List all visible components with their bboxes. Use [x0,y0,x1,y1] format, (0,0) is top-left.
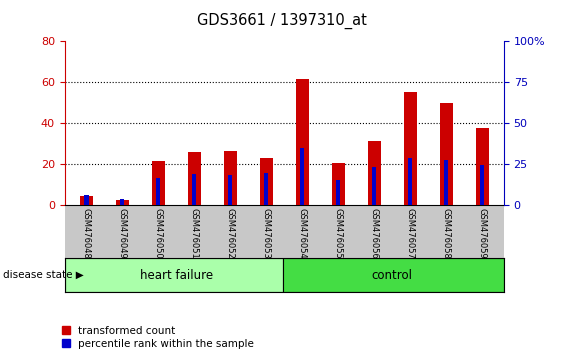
Bar [192,175,196,205]
Bar [188,152,200,205]
Text: GSM476048: GSM476048 [82,208,91,259]
Text: GSM476055: GSM476055 [334,208,343,259]
Bar [440,103,453,205]
Bar [152,161,164,205]
Bar [296,79,309,205]
Bar [283,258,504,292]
Bar [336,179,341,205]
Text: GDS3661 / 1397310_at: GDS3661 / 1397310_at [196,12,367,29]
Text: GSM476054: GSM476054 [298,208,307,259]
Bar [332,163,345,205]
Text: GSM476058: GSM476058 [442,208,451,259]
Text: GSM476049: GSM476049 [118,208,127,259]
Bar [476,128,489,205]
Bar [80,196,93,205]
Text: GSM476050: GSM476050 [154,208,163,259]
Text: heart failure: heart failure [140,269,213,282]
Bar [444,160,449,205]
Bar [260,158,272,205]
Bar [480,165,484,205]
Text: GSM476052: GSM476052 [226,208,235,259]
Bar [65,258,283,292]
Bar [264,173,269,205]
Text: GSM476056: GSM476056 [370,208,379,259]
Bar [368,141,381,205]
Bar [120,199,124,205]
Bar [408,158,413,205]
Bar [300,148,305,205]
Bar [372,167,377,205]
Text: GSM476057: GSM476057 [406,208,415,259]
Bar [404,92,417,205]
Bar [84,195,88,205]
Text: GSM476059: GSM476059 [478,208,487,259]
Bar [116,200,128,205]
Bar [156,178,160,205]
Text: GSM476053: GSM476053 [262,208,271,259]
Bar [228,176,233,205]
Bar [224,151,236,205]
Text: GSM476051: GSM476051 [190,208,199,259]
Text: disease state ▶: disease state ▶ [3,270,83,280]
Legend: transformed count, percentile rank within the sample: transformed count, percentile rank withi… [61,326,254,349]
Text: control: control [372,269,413,282]
